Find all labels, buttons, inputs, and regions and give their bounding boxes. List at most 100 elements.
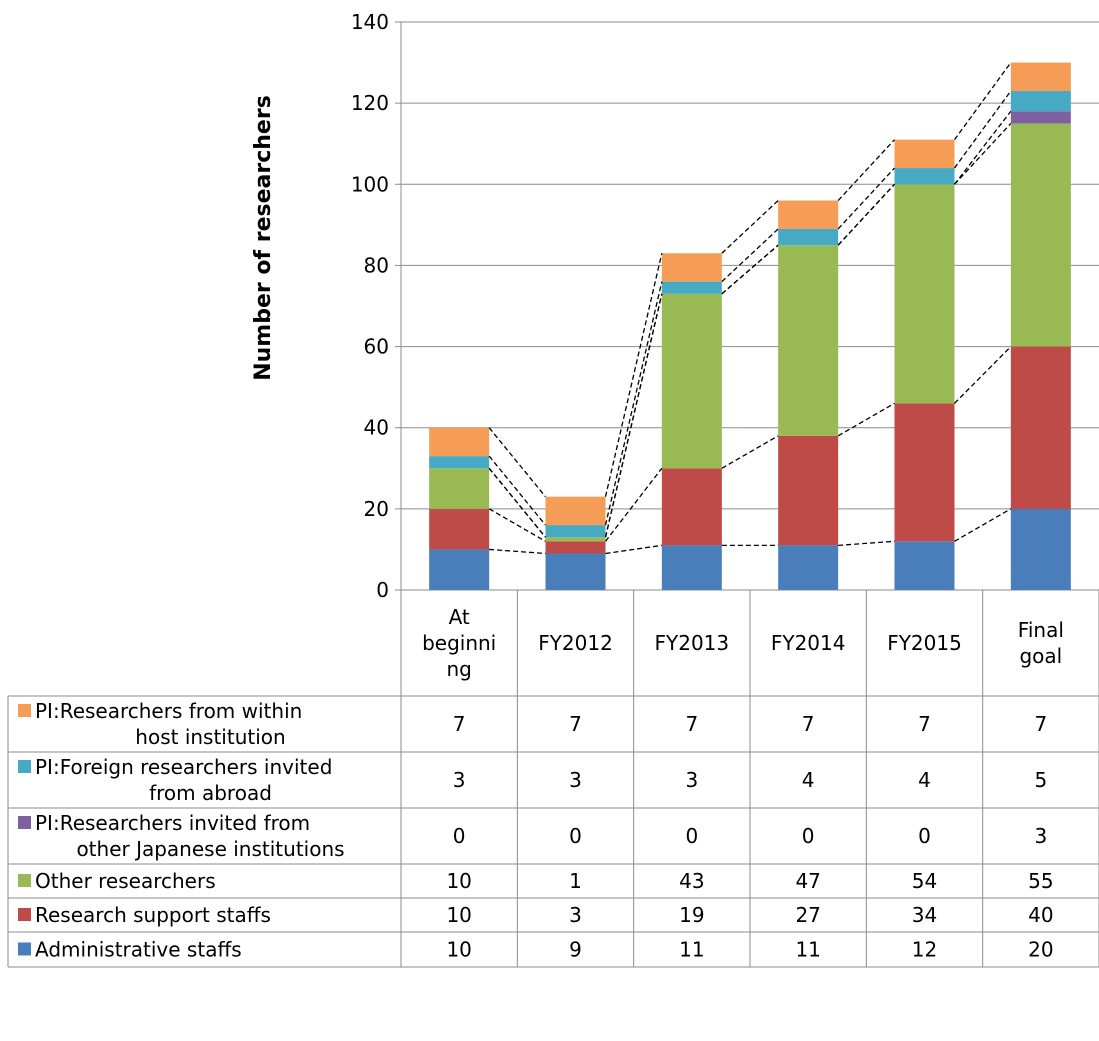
category-label: Final goal bbox=[1018, 618, 1064, 668]
y-tick-label: 100 bbox=[351, 172, 389, 196]
table-cell-value: 27 bbox=[795, 903, 820, 927]
table-cell-value: 34 bbox=[912, 903, 937, 927]
table-cell-value: 7 bbox=[1034, 712, 1047, 736]
category-label: FY2013 bbox=[655, 631, 730, 655]
series-connector-line bbox=[488, 427, 547, 498]
y-tick-label: 140 bbox=[351, 10, 389, 34]
y-axis-label: Number of researchers bbox=[251, 95, 276, 381]
bar-segment bbox=[778, 228, 839, 246]
table-cell-value: 10 bbox=[446, 938, 471, 962]
bar-segment bbox=[894, 541, 955, 590]
table-cell-value: 3 bbox=[569, 903, 582, 927]
table-cell-value: 0 bbox=[569, 824, 582, 848]
legend-label: Administrative staffs bbox=[35, 938, 242, 962]
bar-segment bbox=[545, 537, 606, 542]
y-tick-label: 60 bbox=[364, 335, 389, 359]
bar-segment bbox=[545, 541, 606, 554]
category-label: FY2012 bbox=[538, 631, 613, 655]
table-cell-value: 55 bbox=[1028, 869, 1053, 893]
legend-label: Other researchers bbox=[35, 869, 216, 893]
bar-segment bbox=[778, 545, 839, 590]
bar-segment bbox=[545, 525, 606, 538]
series-connector-line bbox=[953, 110, 1012, 185]
series-connector-line bbox=[954, 508, 1012, 542]
table-cell-value: 9 bbox=[569, 938, 582, 962]
category-label: FY2014 bbox=[771, 631, 846, 655]
series-connector-line bbox=[604, 467, 663, 542]
bar-segment bbox=[1010, 90, 1071, 112]
table-cell-value: 10 bbox=[446, 903, 471, 927]
y-tick-label: 80 bbox=[364, 253, 389, 277]
legend-label: PI:Researchers from within host instituti… bbox=[35, 699, 302, 749]
bar-segment bbox=[778, 200, 839, 229]
series-connector-line bbox=[954, 346, 1012, 404]
table-cell-value: 10 bbox=[446, 869, 471, 893]
bar-segment bbox=[778, 245, 839, 436]
table-cell-value: 7 bbox=[569, 712, 582, 736]
table-cell-value: 0 bbox=[802, 824, 815, 848]
legend-swatch bbox=[18, 704, 31, 717]
series-connector-line bbox=[604, 281, 663, 526]
bar-segment bbox=[429, 456, 490, 469]
table-cell-value: 0 bbox=[918, 824, 931, 848]
table-cell-value: 0 bbox=[685, 824, 698, 848]
table-cell-value: 4 bbox=[918, 768, 931, 792]
bar-segment bbox=[778, 435, 839, 546]
bar-segment bbox=[1010, 123, 1071, 347]
legend-swatch bbox=[18, 760, 31, 773]
bar-segment bbox=[429, 549, 490, 590]
table-cell-value: 11 bbox=[795, 938, 820, 962]
table-cell-value: 7 bbox=[918, 712, 931, 736]
bar-segment bbox=[661, 293, 722, 469]
table-cell-value: 40 bbox=[1028, 903, 1053, 927]
table-cell-value: 7 bbox=[685, 712, 698, 736]
series-connector-line bbox=[721, 244, 779, 295]
series-connector-line bbox=[954, 122, 1012, 185]
legend-swatch bbox=[18, 874, 31, 887]
bar-segment bbox=[661, 281, 722, 294]
bar-segment bbox=[429, 468, 490, 509]
series-connector-line bbox=[721, 435, 779, 469]
series-connector-line bbox=[838, 540, 895, 547]
bar-segment bbox=[1010, 62, 1071, 91]
table-cell-value: 19 bbox=[679, 903, 704, 927]
series-connector-line bbox=[721, 228, 779, 283]
table-cell-value: 3 bbox=[1034, 824, 1047, 848]
bar-segment bbox=[1010, 346, 1071, 509]
legend-swatch bbox=[18, 816, 31, 829]
bar-segment bbox=[1010, 111, 1071, 124]
series-connector-line bbox=[488, 508, 546, 542]
bar-segment bbox=[894, 139, 955, 169]
table-cell-value: 3 bbox=[685, 768, 698, 792]
legend-swatch bbox=[18, 908, 31, 921]
series-connector-line bbox=[604, 293, 663, 538]
bar-segment bbox=[661, 253, 722, 282]
table-cell-value: 20 bbox=[1028, 938, 1053, 962]
table-cell-value: 4 bbox=[802, 768, 815, 792]
series-connector-line bbox=[721, 200, 779, 254]
table-cell-value: 12 bbox=[912, 938, 937, 962]
bar-segment bbox=[894, 184, 955, 404]
series-connector-line bbox=[489, 548, 546, 555]
table-cell-value: 7 bbox=[802, 712, 815, 736]
bar-segment bbox=[661, 545, 722, 590]
table-cell-value: 11 bbox=[679, 938, 704, 962]
y-tick-label: 20 bbox=[364, 497, 389, 521]
series-connector-line bbox=[953, 90, 1012, 169]
category-label: At beginni ng bbox=[422, 605, 496, 681]
legend-label: PI:Researchers invited from other Japanes… bbox=[35, 811, 345, 861]
legend-label: Research support staffs bbox=[35, 903, 271, 927]
bar-segment bbox=[429, 508, 490, 550]
table-cell-value: 47 bbox=[795, 869, 820, 893]
table-cell-value: 3 bbox=[453, 768, 466, 792]
bar-segment bbox=[545, 553, 606, 590]
table-cell-value: 43 bbox=[679, 869, 704, 893]
series-connector-line bbox=[488, 455, 547, 526]
series-connector-line bbox=[488, 467, 547, 538]
series-connector-line bbox=[837, 167, 895, 230]
y-tick-label: 40 bbox=[364, 416, 389, 440]
series-connector-line bbox=[953, 62, 1012, 141]
legend-swatch bbox=[18, 942, 31, 956]
table-cell-value: 5 bbox=[1034, 768, 1047, 792]
